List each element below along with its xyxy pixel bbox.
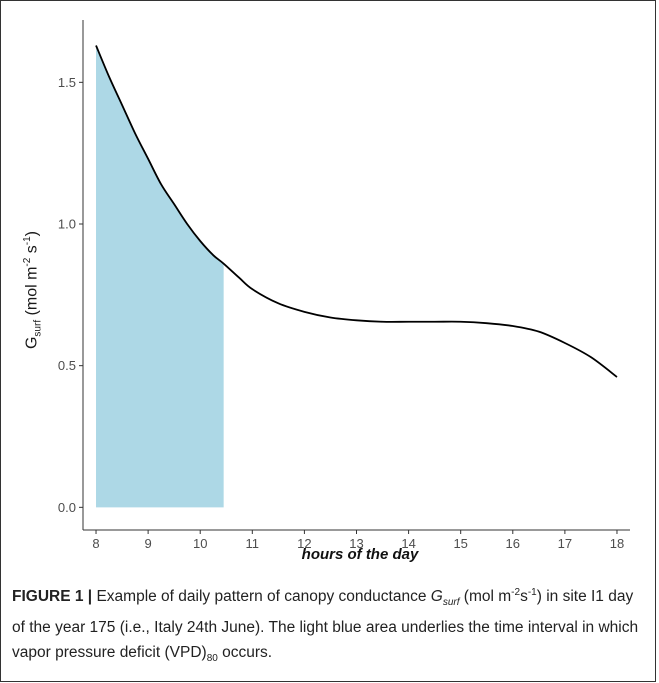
y-tick-label: 1.5 [58,75,76,90]
x-tick-label: 17 [558,536,572,551]
figure-frame-right [655,0,656,681]
x-tick-label: 13 [349,536,363,551]
y-axis-title-main: G [23,336,41,350]
x-tick-label: 12 [297,536,311,551]
y-axis-title: Gsurf (mol m-2 s-1) [22,140,62,440]
x-tick-label: 9 [145,536,152,551]
x-tick-label: 15 [453,536,467,551]
y-axis-title-subscript: surf [32,319,44,337]
caption-text-4: ) in site I1 day of the year 175 (i.e., … [12,588,639,662]
y-axis-title-exp-1: -2 [22,257,33,267]
x-tick-label: 11 [246,536,260,551]
caption-text-2: (mol m [459,588,512,606]
figure-caption: FIGURE 1 | Example of daily pattern of c… [12,580,642,671]
shaded-area [96,45,224,508]
x-tick-label: 10 [193,536,207,551]
caption-text-1: Example of daily pattern of canopy condu… [92,588,431,606]
caption-g: G [430,588,443,606]
x-axis-title: hours of the day [301,546,419,563]
x-tick-label: 14 [401,536,415,551]
caption-text-3: s [520,588,528,606]
caption-label: FIGURE 1 | [12,588,93,606]
figure-frame-bottom [0,681,656,682]
series-line [95,45,618,378]
x-tick-label: 18 [610,536,624,551]
caption-text-5: occurs. [217,644,273,662]
y-axis-title-exp-2: -1 [22,236,33,246]
caption-vpd-sub: 80 [206,653,218,665]
x-tick-label: 8 [92,536,99,551]
caption-g-sub: surf [442,597,460,609]
chart-svg: 8 9 10 11 12 13 14 15 16 17 18 0.0 0.5 1.0 1.5 [58,20,630,551]
y-axis-title-unit-pre: (mol m [23,266,41,320]
y-tick-label: 0.0 [58,500,76,515]
y-axis-title-unit-mid: s [23,245,41,258]
y-tick-label: 0.5 [58,358,76,373]
y-tick-label: 1.0 [58,217,76,232]
x-tick-label: 16 [506,536,520,551]
caption-exp-2: -1 [527,587,537,598]
y-axis-title-unit-post: ) [23,230,41,237]
caption-exp-1: -2 [511,587,521,598]
